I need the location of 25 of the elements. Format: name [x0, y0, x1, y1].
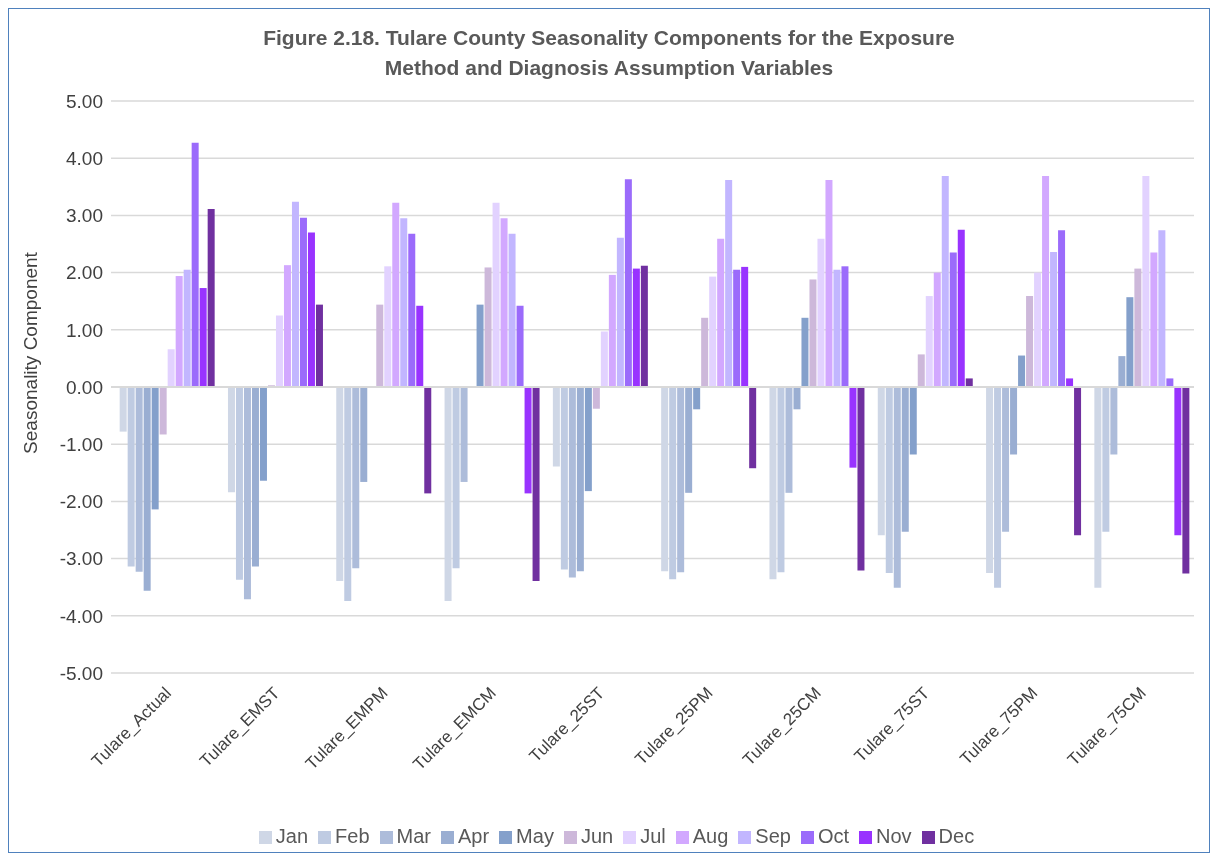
- chart-title: Figure 2.18. Tulare County Seasonality Components for the Exposure Method and Diagnosis Assumption Variables: [262, 25, 956, 81]
- y-tick-label: 3.00: [66, 205, 103, 227]
- legend-label: Dec: [938, 825, 975, 847]
- legend-label: Feb: [335, 825, 370, 847]
- legend-label: Oct: [817, 825, 850, 847]
- legend-label: Jun: [580, 825, 614, 847]
- y-tick-label: 0.00: [66, 376, 103, 398]
- y-tick-label: 4.00: [66, 147, 103, 169]
- y-tick-label: -4.00: [59, 605, 103, 627]
- y-tick-label: -3.00: [59, 548, 103, 570]
- legend-label: Sep: [755, 825, 791, 847]
- y-tick-label: 5.00: [66, 90, 103, 112]
- legend-label: Apr: [457, 825, 490, 847]
- legend-label: Jul: [640, 825, 666, 847]
- legend-label: May: [516, 825, 554, 847]
- legend-label: Mar: [396, 825, 431, 847]
- y-axis-title: Seasonality Component: [20, 252, 42, 454]
- legend-label: Aug: [692, 825, 729, 847]
- y-tick-label: -1.00: [59, 433, 103, 455]
- y-tick-label: -5.00: [59, 662, 103, 684]
- legend-label: Nov: [876, 825, 912, 847]
- y-tick-label: 2.00: [66, 262, 103, 284]
- y-tick-label: 1.00: [66, 319, 103, 341]
- y-tick-label: -2.00: [59, 491, 103, 513]
- legend-label: Jan: [275, 825, 309, 847]
